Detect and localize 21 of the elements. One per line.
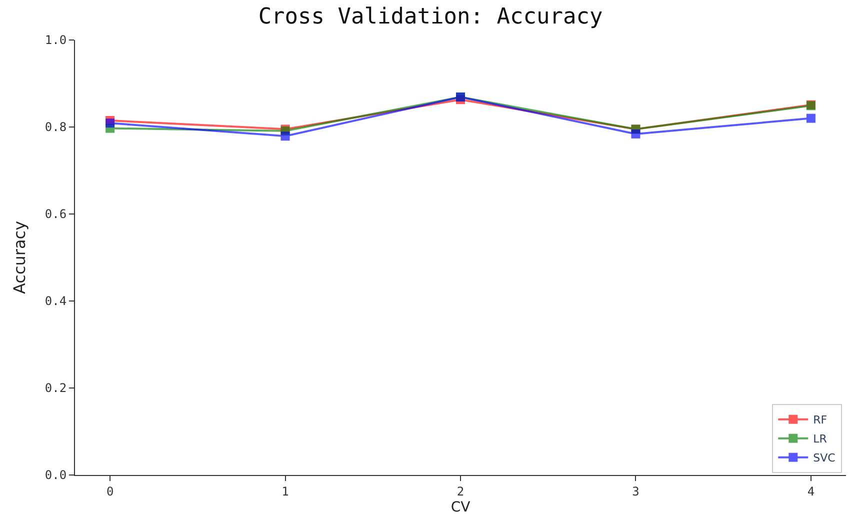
y-axis-title: Accuracy [10, 220, 29, 294]
point [631, 129, 640, 138]
y-tick-label: 1.0 [44, 33, 67, 48]
y-tick-label: 0.0 [44, 468, 67, 482]
x-tick-label: 0 [106, 484, 114, 498]
x-tick-label: 1 [282, 484, 289, 498]
point [806, 114, 816, 123]
legend-label: LR [813, 432, 828, 446]
y-tick-label: 0.8 [44, 120, 67, 134]
legend-label: SVC [813, 452, 836, 465]
point [280, 132, 290, 141]
y-tick-label: 0.4 [44, 294, 67, 308]
y-tick-label: 0.2 [44, 381, 67, 396]
y-tick-label: 0.6 [44, 207, 67, 222]
point [106, 118, 115, 128]
x-axis-title: CV [450, 500, 471, 516]
chart-title: Cross Validation: Accuracy [258, 4, 603, 30]
x-tick-label: 3 [632, 484, 640, 498]
x-tick-label: 4 [807, 484, 815, 498]
legend-label: RF [813, 414, 828, 427]
x-tick-label: 2 [456, 484, 464, 498]
